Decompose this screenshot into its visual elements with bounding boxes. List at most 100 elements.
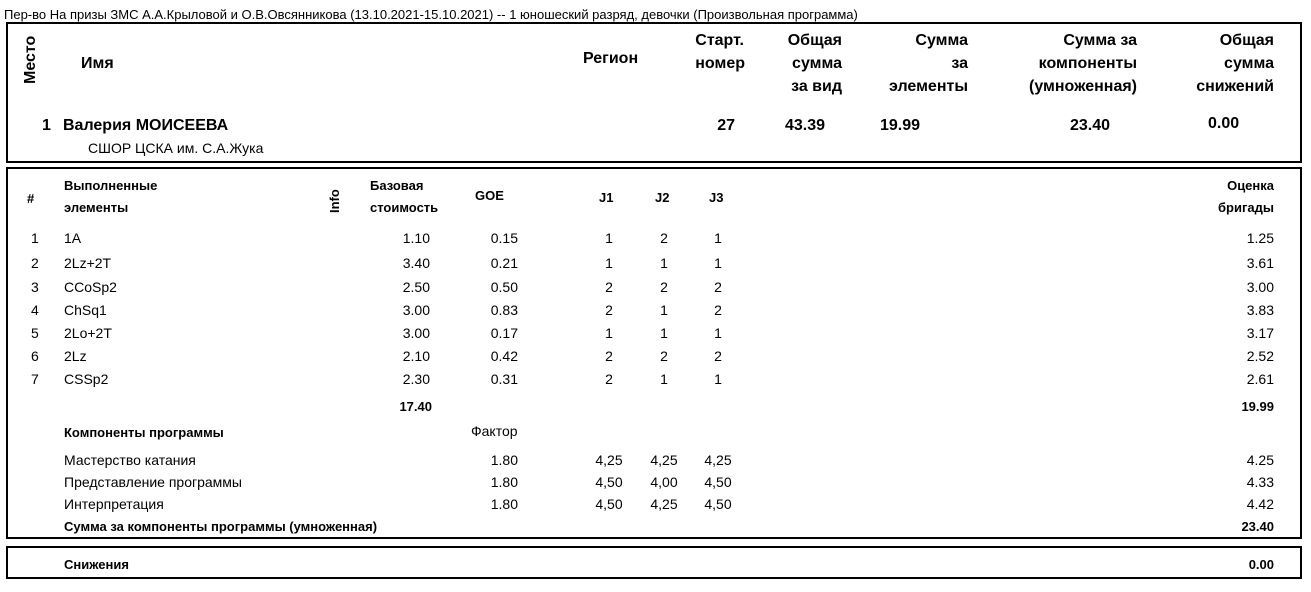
element-j3: 2 xyxy=(714,348,722,364)
element-goe: 0.83 xyxy=(490,302,518,318)
element-j1: 2 xyxy=(605,371,613,387)
element-name: 2Lz xyxy=(64,348,87,364)
element-goe: 0.50 xyxy=(490,279,518,295)
element-panel-score: 3.17 xyxy=(1246,325,1274,341)
skater-name: Валерия МОИСЕЕВА xyxy=(63,117,229,134)
j3-header: J3 xyxy=(709,190,724,205)
details-box xyxy=(6,167,1302,539)
element-j3: 2 xyxy=(714,302,722,318)
j1-header: J1 xyxy=(599,190,614,205)
info-header: Info xyxy=(327,189,342,213)
element-j1: 2 xyxy=(605,348,613,364)
component-j1: 4,50 xyxy=(595,474,623,490)
start-number-header-l2: номер xyxy=(695,55,745,72)
element-name: CCoSp2 xyxy=(64,279,117,295)
total-score-value: 43.39 xyxy=(785,117,826,134)
element-goe: 0.31 xyxy=(490,371,518,387)
elements-header-l3: элементы xyxy=(889,78,968,95)
element-base-value: 3.00 xyxy=(402,325,430,341)
components-header-l1: Сумма за xyxy=(1063,32,1137,49)
panel-score-header-l2: бригады xyxy=(1218,200,1274,215)
component-j3: 4,25 xyxy=(704,452,732,468)
element-goe: 0.42 xyxy=(490,348,518,364)
element-j3: 1 xyxy=(714,325,722,341)
element-j2: 1 xyxy=(660,371,668,387)
element-panel-score: 3.83 xyxy=(1246,302,1274,318)
element-j1: 1 xyxy=(605,325,613,341)
elements-header-l1: Сумма xyxy=(915,32,968,49)
element-goe: 0.17 xyxy=(490,325,518,341)
start-number-header-l1: Старт. xyxy=(695,32,744,49)
element-j2: 2 xyxy=(660,279,668,295)
element-name: ChSq1 xyxy=(64,302,107,318)
component-factor: 1.80 xyxy=(490,496,518,512)
element-num: 3 xyxy=(31,279,39,295)
element-num: 1 xyxy=(31,230,39,246)
component-score: 4.25 xyxy=(1246,452,1274,468)
component-name: Представление программы xyxy=(64,474,242,490)
deductions-header-l1: Общая xyxy=(1219,32,1274,49)
component-j2: 4,25 xyxy=(650,496,678,512)
total-header-l1: Общая xyxy=(787,32,842,49)
element-j1: 2 xyxy=(605,302,613,318)
element-panel-score: 1.25 xyxy=(1246,230,1274,246)
component-score: 4.42 xyxy=(1246,496,1274,512)
deductions-header-l3: снижений xyxy=(1196,78,1274,95)
start-number-value: 27 xyxy=(717,117,735,134)
total-header-l2: сумма xyxy=(792,55,842,72)
component-score: 4.33 xyxy=(1246,474,1274,490)
panel-score-total: 19.99 xyxy=(1241,399,1274,414)
region-header: Регион xyxy=(583,50,639,67)
base-total: 17.40 xyxy=(399,399,432,414)
element-j3: 1 xyxy=(714,371,722,387)
components-total-value: 23.40 xyxy=(1241,519,1274,534)
element-j1: 1 xyxy=(605,255,613,271)
elements-header-l2: элементы xyxy=(64,200,129,215)
element-num: 2 xyxy=(31,255,39,271)
component-factor: 1.80 xyxy=(490,452,518,468)
deductions-total: 0.00 xyxy=(1248,557,1274,572)
component-j3: 4,50 xyxy=(704,474,732,490)
elements-header-l2: за xyxy=(951,55,968,72)
element-base-value: 3.00 xyxy=(402,302,430,318)
components-header-l3: (умноженная) xyxy=(1029,78,1137,95)
element-base-value: 2.30 xyxy=(402,371,430,387)
deductions-header-l2: сумма xyxy=(1224,55,1274,72)
element-num: 6 xyxy=(31,348,39,364)
components-score-value: 23.40 xyxy=(1070,117,1111,134)
component-j2: 4,25 xyxy=(650,452,678,468)
total-header-l3: за вид xyxy=(791,78,842,95)
element-num: 7 xyxy=(31,371,39,387)
elements-score-value: 19.99 xyxy=(880,117,921,134)
component-name: Интерпретация xyxy=(64,496,164,512)
element-panel-score: 3.00 xyxy=(1246,279,1274,295)
num-header: # xyxy=(27,191,35,206)
component-j1: 4,25 xyxy=(595,452,623,468)
element-j2: 1 xyxy=(660,325,668,341)
club-name: СШОР ЦСКА им. С.А.Жука xyxy=(88,140,264,156)
element-panel-score: 2.52 xyxy=(1246,348,1274,364)
base-value-header-l2: стоимость xyxy=(370,200,439,215)
element-panel-score: 3.61 xyxy=(1246,255,1274,271)
element-j1: 2 xyxy=(605,279,613,295)
element-j3: 1 xyxy=(714,255,722,271)
deductions-box xyxy=(6,546,1302,579)
deductions-value: 0.00 xyxy=(1208,115,1240,132)
element-num: 4 xyxy=(31,302,39,318)
component-factor: 1.80 xyxy=(490,474,518,490)
component-j2: 4,00 xyxy=(650,474,678,490)
element-j3: 2 xyxy=(714,279,722,295)
element-name: 1A xyxy=(64,230,82,246)
element-base-value: 2.10 xyxy=(402,348,430,364)
element-name: CSSp2 xyxy=(64,371,109,387)
element-panel-score: 2.61 xyxy=(1246,371,1274,387)
element-base-value: 1.10 xyxy=(402,230,430,246)
summary-box xyxy=(6,22,1302,163)
element-j2: 1 xyxy=(660,302,668,318)
components-total-label: Сумма за компоненты программы (умноженна… xyxy=(64,519,378,534)
element-base-value: 3.40 xyxy=(402,255,430,271)
element-goe: 0.15 xyxy=(490,230,518,246)
element-name: 2Lz+2T xyxy=(64,255,112,271)
components-header-l2: компоненты xyxy=(1038,55,1137,72)
goe-header: GOE xyxy=(475,188,504,203)
